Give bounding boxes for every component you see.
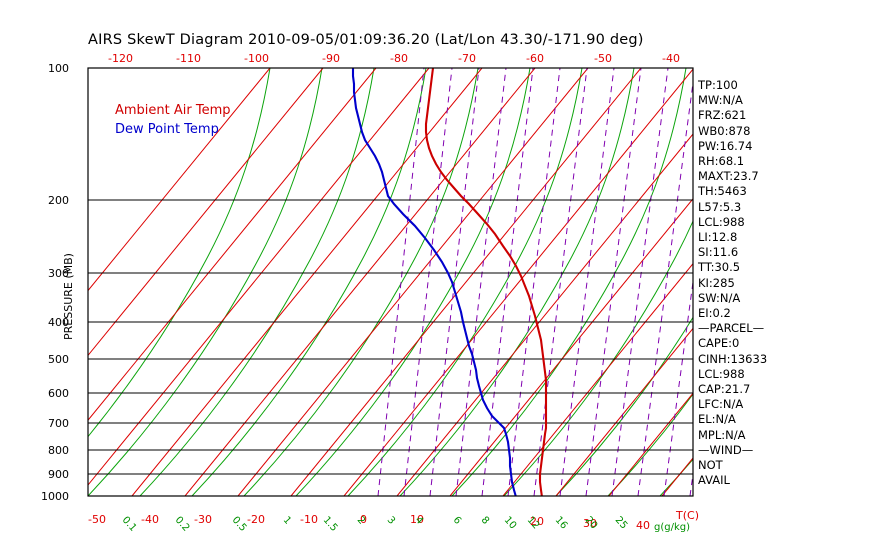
stat-line: TT:30.5 xyxy=(698,260,741,275)
top-temp-tick: -70 xyxy=(458,52,476,65)
stat-line: LCL:988 xyxy=(698,366,745,381)
stat-line: CAPE:0 xyxy=(698,336,740,351)
stat-line: KI:285 xyxy=(698,275,735,290)
page-title: AIRS SkewT Diagram 2010-09-05/01:09:36.2… xyxy=(88,32,644,48)
mixing-ratio-axis-label: g(g/kg) xyxy=(654,522,691,533)
top-temp-tick: -110 xyxy=(176,52,201,65)
stat-line: FRZ:621 xyxy=(698,108,747,123)
stats-panel: TP:100 MW:N/A FRZ:621 WB0:878 PW:16.74 RH:68.… xyxy=(698,78,858,488)
stat-line: EI:0.2 xyxy=(698,306,731,321)
pressure-tick: 500 xyxy=(48,353,69,366)
bottom-temp-tick: 0 xyxy=(360,513,367,526)
stat-line: EL:N/A xyxy=(698,412,736,427)
stat-line: WB0:878 xyxy=(698,123,751,138)
bottom-temp-tick: -30 xyxy=(194,513,212,526)
stat-line: CAP:21.7 xyxy=(698,382,751,397)
stat-line: LCL:988 xyxy=(698,214,745,229)
pressure-tick: 700 xyxy=(48,417,69,430)
legend-ambient-air-temp: Ambient Air Temp xyxy=(115,103,231,118)
top-temp-tick: -40 xyxy=(662,52,680,65)
pressure-tick: 1000 xyxy=(41,490,69,503)
stat-line: LFC:N/A xyxy=(698,397,744,412)
stat-line: CINH:13633 xyxy=(698,351,768,366)
stat-line: AVAIL xyxy=(698,473,730,488)
stat-line: NOT xyxy=(698,458,723,473)
stat-line: L57:5.3 xyxy=(698,199,742,214)
pressure-tick: 900 xyxy=(48,468,69,481)
top-temp-tick: -60 xyxy=(526,52,544,65)
bottom-temp-tick: -10 xyxy=(300,513,318,526)
stat-line: TP:100 xyxy=(698,78,738,92)
top-temp-tick: -100 xyxy=(244,52,269,65)
stat-line: RH:68.1 xyxy=(698,154,745,169)
bottom-temp-tick: -20 xyxy=(247,513,265,526)
top-temp-tick: -90 xyxy=(322,52,340,65)
top-temp-tick: -50 xyxy=(594,52,612,65)
bottom-temp-tick: 10 xyxy=(410,513,424,526)
top-temp-tick: -120 xyxy=(108,52,133,65)
pressure-tick: 600 xyxy=(48,387,69,400)
bottom-temp-tick: 30 xyxy=(583,517,597,530)
pressure-tick: 100 xyxy=(48,62,69,75)
stat-line: MW:N/A xyxy=(698,93,743,108)
bottom-temp-tick: -50 xyxy=(88,513,106,526)
stat-line: —WIND— xyxy=(698,442,754,457)
stat-line: —PARCEL— xyxy=(698,321,765,336)
stat-line: PW:16.74 xyxy=(698,138,753,153)
legend-dew-point-temp: Dew Point Temp xyxy=(115,122,219,137)
pressure-tick: 300 xyxy=(48,267,69,280)
bottom-temp-tick: -40 xyxy=(141,513,159,526)
pressure-tick: 400 xyxy=(48,316,69,329)
bottom-temp-tick: 20 xyxy=(530,515,544,528)
stat-line: SW:N/A xyxy=(698,290,741,305)
x-axis-label: T(C) xyxy=(676,509,699,522)
stat-line: SI:11.6 xyxy=(698,245,739,260)
stat-line: TH:5463 xyxy=(698,184,747,199)
stat-line: MAXT:23.7 xyxy=(698,169,759,184)
stat-line: MPL:N/A xyxy=(698,427,746,442)
top-temp-tick: -80 xyxy=(390,52,408,65)
bottom-temp-tick: 40 xyxy=(636,519,650,532)
pressure-tick: 200 xyxy=(48,194,69,207)
pressure-tick: 800 xyxy=(48,444,69,457)
stat-line: LI:12.8 xyxy=(698,230,738,245)
